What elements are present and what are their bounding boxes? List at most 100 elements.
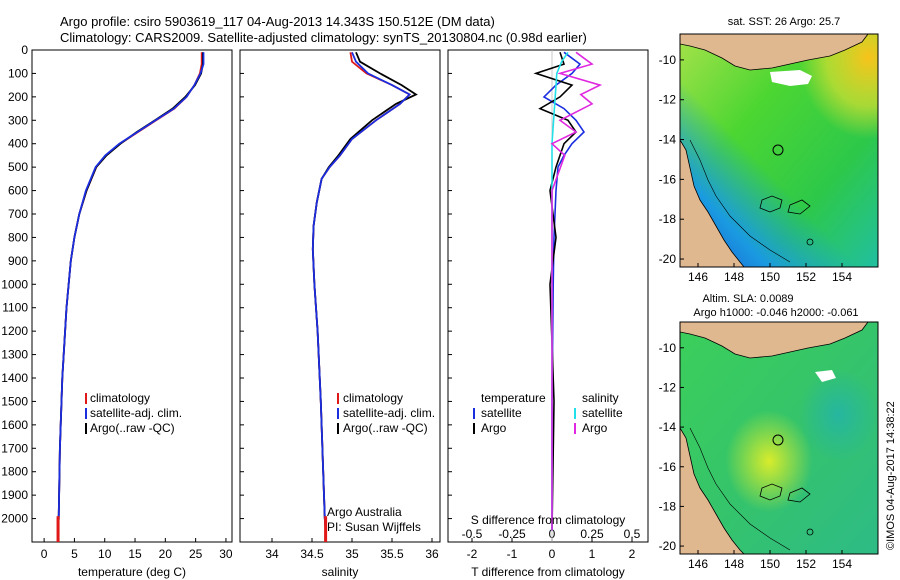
reef-outline-1: [759, 483, 783, 501]
nearby-marker: [806, 528, 814, 536]
legend-title-salinity: salinity: [582, 391, 619, 405]
depth-tick-label: 1500: [1, 394, 28, 408]
lon-tick-label: 152: [796, 270, 816, 284]
s-difference-label: S difference from climatology: [471, 513, 626, 527]
sla-map-title-2: Argo h1000: -0.046 h2000: -0.061: [693, 307, 858, 319]
legend-swatch-t-satellite: [473, 408, 475, 419]
lon-tick-label: 154: [832, 557, 852, 571]
depth-tick-label: 700: [8, 207, 28, 221]
depth-tick-label: 1600: [1, 418, 28, 432]
depth-tick-label: 2000: [1, 512, 28, 526]
temperature-axis-label: temperature (deg C): [78, 565, 186, 579]
s-difference-tick-label: -0.25: [498, 527, 526, 541]
temperature-plot: 0100200300400500600700800900100011001200…: [1, 43, 233, 561]
nearby-marker: [806, 238, 814, 246]
difference-plot: -2 -1 0 1 2-0.5 -0.25 0 0.25 0.5: [448, 49, 641, 561]
s-difference-tick-label: -0.5: [462, 527, 483, 541]
legend-label-climatology: climatology: [90, 391, 150, 405]
lon-tick-label: 150: [760, 270, 780, 284]
depth-tick-label: 600: [8, 184, 28, 198]
lon-tick-label: 146: [688, 557, 708, 571]
salinity-plot: 34 34.5 35 35.5 36: [240, 49, 439, 561]
argo-salinity-line: [311, 51, 418, 531]
cloud-mask: [815, 370, 836, 382]
bottom-marker: [324, 516, 328, 542]
pi-annotation: PI: Susan Wijffels: [327, 520, 421, 534]
difference-legend-temperature: temperature satellite Argo: [473, 391, 546, 435]
lon-tick-label: 150: [760, 557, 780, 571]
salinity-tick-label: 34: [265, 547, 279, 561]
legend-label-t-satellite: satellite: [481, 406, 522, 420]
land-australia: [680, 139, 745, 267]
t-difference-tick-label: 0: [549, 547, 556, 561]
lat-tick-label: -18: [659, 212, 677, 226]
legend-label-satellite: satellite-adj. clim.: [343, 406, 435, 420]
legend-label-climatology: climatology: [343, 391, 403, 405]
depth-tick-label: 100: [8, 66, 28, 80]
temperature-legend: climatology satellite-adj. clim. Argo(..…: [85, 391, 182, 435]
institution-annotation: Argo Australia: [327, 505, 402, 519]
sla-map-title-1: Altim. SLA: 0.0089: [702, 293, 793, 305]
legend-swatch-satellite: [85, 408, 87, 419]
t-difference-axis-label: T difference from climatology: [471, 565, 625, 579]
satellite-temperature-line: [57, 52, 205, 531]
legend-swatch-s-argo: [574, 423, 576, 434]
reef-outline-2: [787, 487, 811, 503]
depth-tick-label: 300: [8, 113, 28, 127]
lat-tick-label: -14: [659, 133, 677, 147]
land-australia: [680, 427, 745, 554]
legend-swatch-climatology: [337, 393, 339, 404]
depth-tick-label: 1200: [1, 324, 28, 338]
difference-panel: [447, 49, 649, 543]
land-new-guinea: [680, 34, 869, 71]
land-new-guinea: [680, 322, 869, 359]
argo-position-marker: [772, 434, 784, 446]
legend-label-t-argo: Argo: [481, 421, 507, 435]
depth-tick-label: 1400: [1, 371, 28, 385]
lat-tick-label: -10: [659, 53, 677, 67]
s-argo-diff-line: [550, 51, 603, 531]
depth-tick-label: 800: [8, 230, 28, 244]
lon-tick-label: 152: [796, 557, 816, 571]
depth-tick-label: 400: [8, 137, 28, 151]
lon-tick-label: 148: [724, 557, 744, 571]
temperature-tick-label: 30: [219, 547, 233, 561]
t-difference-tick-label: -2: [467, 547, 478, 561]
lat-tick-label: -10: [659, 341, 677, 355]
salinity-tick-label: 36: [425, 547, 439, 561]
lat-tick-label: -18: [659, 499, 677, 513]
lat-tick-label: -12: [659, 93, 677, 107]
depth-tick-label: 200: [8, 90, 28, 104]
lat-tick-label: -16: [659, 172, 677, 186]
legend-label-s-satellite: satellite: [582, 406, 623, 420]
shelf-contour: [689, 139, 791, 263]
legend-swatch-satellite: [337, 408, 339, 419]
depth-tick-label: 1000: [1, 277, 28, 291]
lat-tick-label: -14: [659, 420, 677, 434]
difference-legend-salinity: salinity satellite Argo: [574, 391, 623, 435]
depth-tick-label: 1300: [1, 348, 28, 362]
salinity-axis-label: salinity: [322, 565, 359, 579]
lat-tick-label: -20: [659, 252, 677, 266]
temperature-tick-label: 10: [98, 547, 112, 561]
lat-tick-label: -20: [659, 539, 677, 553]
legend-swatch-s-satellite: [574, 408, 576, 419]
salinity-tick-label: 35: [345, 547, 359, 561]
t-difference-tick-label: 2: [629, 547, 636, 561]
imos-timestamp: ©IMOS 04-Aug-2017 14:38:22: [885, 401, 897, 550]
argo-position-marker: [772, 144, 784, 156]
legend-swatch-t-argo: [473, 423, 475, 434]
depth-tick-label: 500: [8, 160, 28, 174]
temperature-tick-label: 15: [128, 547, 142, 561]
sst-map-title: sat. SST: 26 Argo: 25.7: [728, 16, 841, 28]
salinity-panel: [239, 49, 441, 543]
temperature-panel: [31, 49, 233, 543]
temperature-tick-label: 0: [41, 547, 48, 561]
lon-tick-label: 148: [724, 270, 744, 284]
argo-temperature-line: [57, 52, 204, 531]
temperature-tick-label: 20: [159, 547, 173, 561]
lon-tick-label: 146: [688, 270, 708, 284]
legend-swatch-argo: [85, 423, 87, 434]
reef-outline-1: [759, 195, 783, 213]
